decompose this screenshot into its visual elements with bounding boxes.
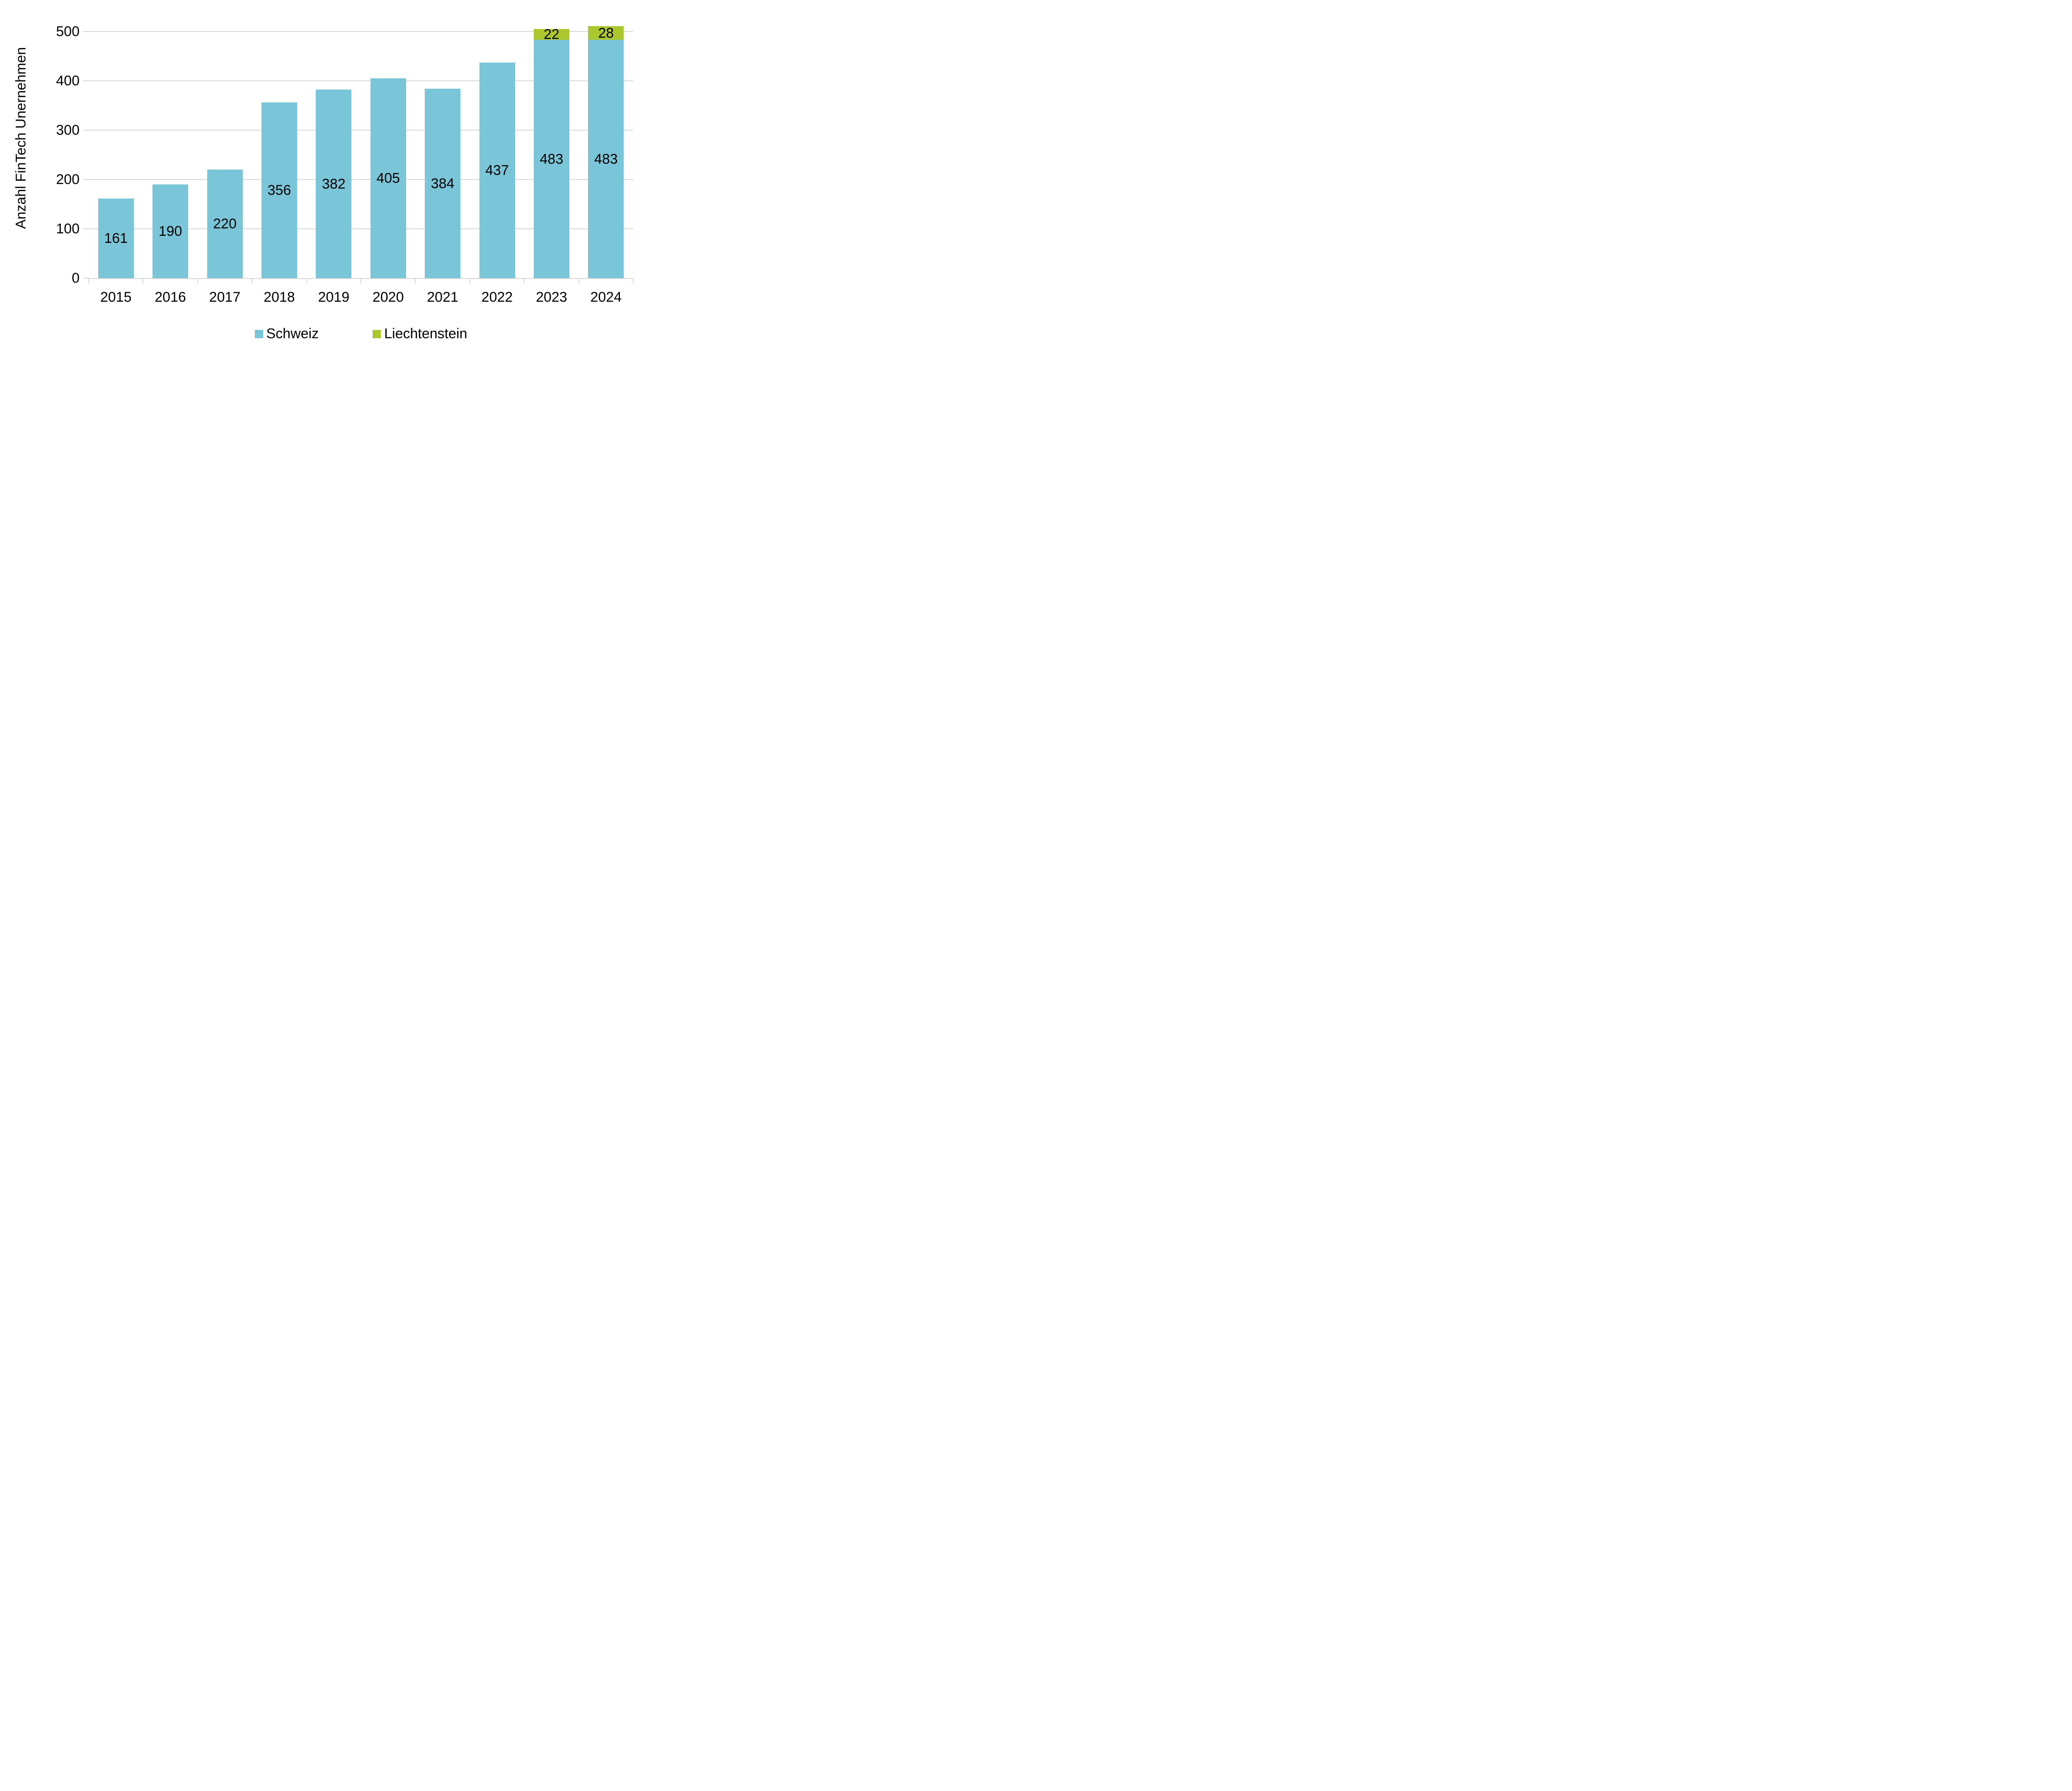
gridline-300 bbox=[89, 130, 633, 131]
gridline-500 bbox=[89, 31, 633, 32]
legend-item-schweiz: Schweiz bbox=[254, 326, 319, 342]
bar-value-label: 483 bbox=[540, 151, 564, 167]
bar-segment-schweiz-2017 bbox=[207, 170, 243, 278]
x-tick-label-2021: 2021 bbox=[427, 289, 458, 305]
bar-value-label: 220 bbox=[213, 216, 237, 232]
bar-value-label: 405 bbox=[376, 170, 400, 187]
y-tick-label: 0 bbox=[72, 270, 80, 286]
bar-segment-schweiz-2015 bbox=[98, 199, 134, 278]
x-axis-tick bbox=[88, 278, 89, 284]
bar-segment-schweiz-2019 bbox=[316, 90, 352, 278]
y-axis-tick bbox=[83, 130, 89, 131]
y-tick-label: 200 bbox=[56, 172, 80, 187]
x-axis-line bbox=[89, 278, 633, 279]
x-tick-label-2018: 2018 bbox=[264, 289, 295, 305]
bar-segment-schweiz-2024 bbox=[588, 40, 624, 278]
x-axis-tick bbox=[415, 278, 416, 284]
x-tick-label-2022: 2022 bbox=[481, 289, 513, 305]
y-axis-tick bbox=[83, 80, 89, 81]
y-tick-label: 400 bbox=[56, 73, 80, 89]
y-axis-tick bbox=[83, 278, 89, 279]
y-tick-label: 300 bbox=[56, 122, 80, 138]
bar-segment-schweiz-2021 bbox=[425, 89, 461, 278]
bar-value-label: 28 bbox=[598, 25, 614, 41]
bar-segment-liechtenstein-2024 bbox=[588, 26, 624, 40]
legend-label-liechtenstein: Liechtenstein bbox=[384, 326, 467, 342]
bar-segment-schweiz-2016 bbox=[152, 184, 189, 278]
bar-segment-schweiz-2022 bbox=[479, 62, 515, 278]
y-tick-label: 500 bbox=[56, 24, 80, 39]
bar-value-label: 190 bbox=[158, 223, 182, 239]
bar-value-label: 22 bbox=[543, 27, 559, 43]
bar-value-label: 384 bbox=[431, 175, 455, 191]
plot-area: 0 100 200 300 400 500 161 2015 190 2016 220 2017 356… bbox=[0, 0, 663, 358]
y-axis-tick bbox=[83, 228, 89, 229]
legend-label-schweiz: Schweiz bbox=[266, 326, 319, 342]
x-axis-tick bbox=[633, 278, 634, 284]
gridline-200 bbox=[89, 179, 633, 180]
x-tick-label-2020: 2020 bbox=[372, 289, 404, 305]
y-tick-label: 100 bbox=[56, 221, 80, 237]
bar-segment-schweiz-2020 bbox=[370, 78, 406, 278]
legend-item-liechtenstein: Liechtenstein bbox=[373, 326, 467, 342]
bar-value-label: 161 bbox=[104, 230, 128, 247]
x-tick-label-2024: 2024 bbox=[590, 289, 622, 305]
fintech-stacked-bar-chart: Anzahl FinTech Unernehmen 0 100 200 300 400 5… bbox=[0, 0, 663, 358]
bar-segment-schweiz-2023 bbox=[533, 40, 569, 278]
bar-value-label: 437 bbox=[485, 162, 509, 178]
x-tick-label-2016: 2016 bbox=[155, 289, 186, 305]
gridline-100 bbox=[89, 228, 633, 229]
bar-value-label: 483 bbox=[594, 151, 618, 167]
x-tick-label-2023: 2023 bbox=[536, 289, 567, 305]
bar-segment-liechtenstein-2023 bbox=[533, 29, 569, 40]
bar-value-label: 382 bbox=[322, 176, 346, 192]
x-axis-tick bbox=[524, 278, 525, 284]
legend-swatch-schweiz bbox=[254, 330, 263, 338]
x-axis-tick bbox=[197, 278, 198, 284]
bar-value-label: 356 bbox=[267, 182, 291, 199]
x-axis-tick bbox=[306, 278, 307, 284]
y-axis-tick bbox=[83, 31, 89, 32]
legend: Schweiz Liechtenstein bbox=[89, 326, 633, 342]
legend-swatch-liechtenstein bbox=[373, 330, 381, 338]
x-tick-label-2019: 2019 bbox=[318, 289, 350, 305]
bar-segment-schweiz-2018 bbox=[261, 102, 297, 278]
x-tick-label-2017: 2017 bbox=[209, 289, 241, 305]
y-axis-tick bbox=[83, 179, 89, 180]
x-tick-label-2015: 2015 bbox=[100, 289, 132, 305]
gridline-400 bbox=[89, 80, 633, 81]
